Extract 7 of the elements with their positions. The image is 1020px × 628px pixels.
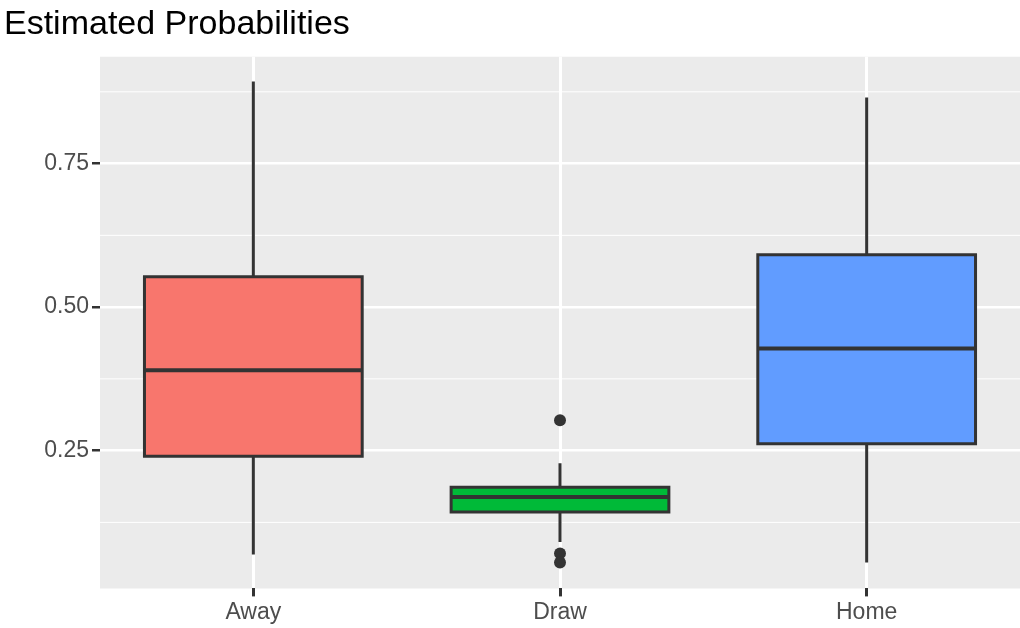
- x-tick-label: Away: [225, 597, 282, 624]
- y-tick-label: 0.75: [44, 148, 89, 175]
- y-tick-label: 0.50: [44, 292, 89, 319]
- x-tick-label: Home: [835, 597, 898, 624]
- y-tick-label: 0.25: [44, 435, 89, 462]
- x-tick-label: Draw: [533, 597, 588, 624]
- chart-title: Estimated Probabilities: [4, 2, 350, 41]
